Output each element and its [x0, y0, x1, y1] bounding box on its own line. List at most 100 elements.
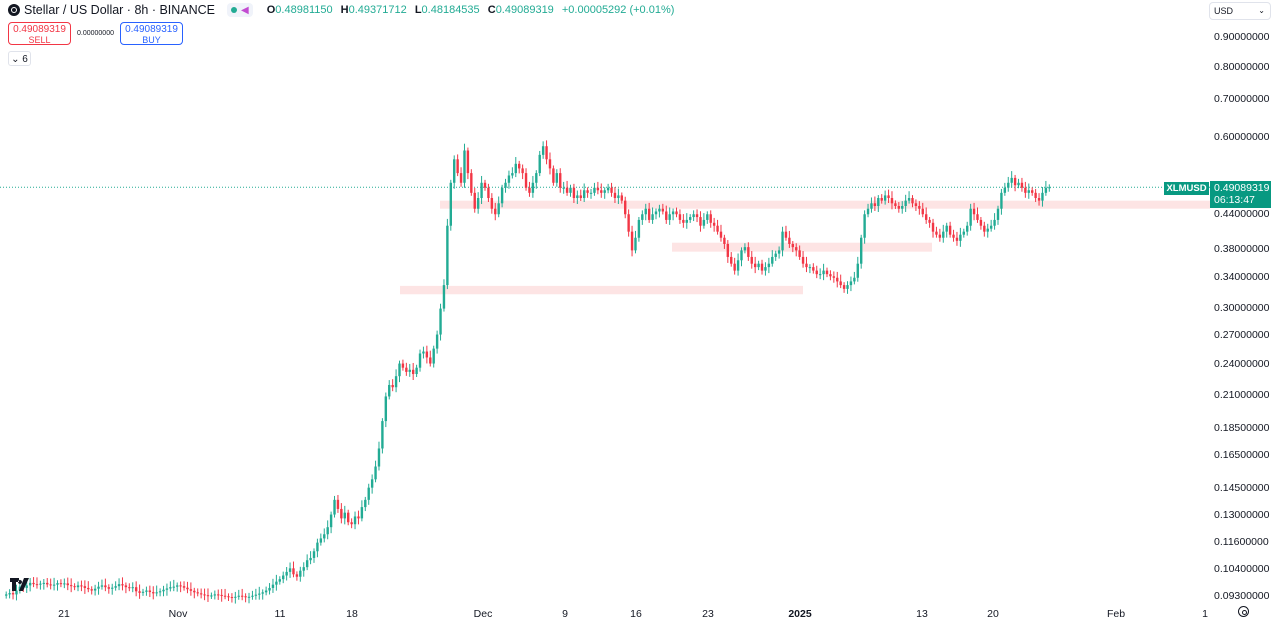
candle	[514, 163, 517, 174]
candle	[545, 146, 548, 160]
candle	[764, 267, 767, 271]
candle	[781, 231, 784, 251]
candle	[771, 256, 774, 264]
candle	[541, 146, 545, 155]
tradingview-logo-icon[interactable]	[10, 578, 34, 592]
candle	[42, 582, 46, 584]
candle	[569, 187, 572, 193]
candle	[302, 567, 305, 571]
candle	[555, 173, 559, 183]
time-tick-label: 13	[916, 608, 928, 620]
candle	[459, 173, 463, 183]
candle	[531, 182, 535, 193]
candle	[288, 568, 292, 572]
candle	[487, 187, 490, 199]
candle	[8, 593, 11, 595]
candle	[938, 234, 942, 238]
candle	[145, 590, 148, 592]
price-tick-label: 0.13000000	[1214, 509, 1270, 521]
candle	[169, 587, 172, 589]
candle	[80, 585, 83, 587]
candle	[360, 507, 364, 519]
candle	[637, 219, 641, 238]
candle	[706, 214, 709, 220]
candle	[579, 195, 582, 199]
candle	[808, 267, 812, 269]
candle	[258, 593, 261, 595]
candle	[617, 195, 620, 199]
candle	[391, 384, 394, 388]
candle	[199, 593, 203, 595]
candle	[877, 198, 880, 207]
buy-button[interactable]: 0.49089319 BUY	[119, 22, 183, 45]
candle	[507, 175, 511, 183]
candle	[442, 285, 446, 309]
time-tick-label: Nov	[168, 608, 188, 620]
time-tick-label: Dec	[473, 608, 493, 620]
candle	[381, 421, 384, 449]
candle	[1007, 182, 1010, 188]
candle	[942, 231, 945, 238]
candle	[740, 250, 743, 261]
chart-settings-icon[interactable]	[1238, 606, 1249, 617]
price-tick-label: 0.60000000	[1214, 131, 1270, 143]
status-pill[interactable]: ◀	[227, 3, 253, 17]
candle	[853, 277, 856, 282]
candle	[784, 231, 788, 238]
candle	[483, 182, 487, 188]
candle	[463, 150, 466, 183]
candle	[582, 190, 586, 199]
candle	[675, 211, 678, 215]
candle	[1003, 187, 1007, 193]
candle	[894, 203, 897, 207]
time-tick-label: 1	[1202, 608, 1208, 620]
candle	[935, 231, 938, 235]
candle	[723, 237, 726, 244]
candle	[955, 237, 959, 241]
symbol-title[interactable]: Stellar / US Dollar · 8h · BINANCE	[24, 3, 216, 17]
candle	[1041, 192, 1044, 201]
candle	[128, 587, 131, 589]
candle	[230, 597, 234, 599]
candle	[107, 587, 110, 589]
candle	[641, 214, 644, 220]
candle	[223, 595, 227, 597]
ohlc-values: O0.48981150 H0.49371712 L0.48184535 C0.4…	[266, 4, 675, 16]
candle	[719, 231, 723, 238]
share-icon[interactable]: ◀	[241, 4, 249, 16]
candle	[712, 222, 716, 226]
candle	[620, 195, 623, 201]
candle	[777, 250, 781, 254]
candle	[562, 187, 565, 189]
candle	[709, 214, 712, 223]
candle	[661, 208, 665, 212]
price-tick-label: 0.18500000	[1214, 422, 1270, 434]
candle	[596, 187, 600, 191]
candle	[918, 206, 921, 209]
indicators-toggle-button[interactable]: ⌄ 6	[8, 51, 31, 66]
candle	[15, 590, 18, 595]
candle	[141, 591, 145, 593]
candle	[59, 583, 63, 585]
candle	[32, 582, 35, 585]
candle	[25, 585, 28, 588]
candle	[237, 595, 240, 597]
candle	[897, 206, 901, 209]
candle	[405, 367, 408, 372]
candle	[842, 285, 846, 289]
candle	[282, 575, 285, 580]
candle	[155, 592, 158, 594]
candle	[668, 214, 671, 220]
price-tick-label: 0.90000000	[1214, 31, 1270, 43]
candle	[504, 182, 507, 188]
candle	[1037, 198, 1041, 201]
candle	[292, 568, 295, 575]
candle	[470, 173, 473, 193]
candle	[309, 557, 312, 561]
candle	[651, 214, 654, 220]
time-tick-label: 23	[702, 608, 714, 620]
candle	[323, 534, 326, 539]
sell-button[interactable]: 0.49089319 SELL	[8, 22, 71, 45]
currency-select[interactable]: USD ⌄	[1209, 2, 1271, 20]
